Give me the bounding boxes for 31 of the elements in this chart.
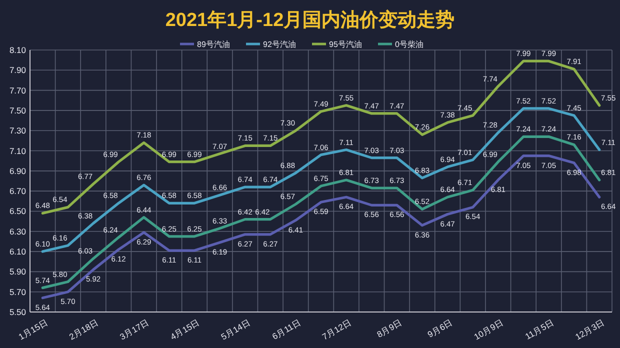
legend-label: 0号柴油 (395, 40, 424, 49)
x-tick-label: 8月9日 (375, 317, 404, 340)
legend-label: 95号汽油 (329, 40, 362, 49)
x-tick-label: 5月14日 (219, 317, 252, 342)
y-tick-label: 8.10 (9, 45, 26, 55)
y-tick-label: 6.30 (9, 226, 26, 236)
y-tick-label: 7.70 (9, 85, 26, 96)
x-tick-label: 6月11日 (270, 317, 303, 342)
y-tick-label: 7.50 (9, 105, 26, 116)
y-tick-label: 7.90 (9, 65, 26, 76)
y-tick-label: 7.10 (9, 146, 26, 156)
y-tick-label: 5.50 (9, 307, 26, 317)
x-tick-label: 1月15日 (16, 317, 50, 342)
y-tick-label: 6.90 (9, 166, 26, 176)
x-tick-label: 10月9日 (472, 317, 506, 342)
y-tick-label: 5.70 (9, 286, 26, 297)
x-tick-label: 7月12日 (320, 317, 354, 342)
x-tick-label: 11月5日 (523, 317, 556, 342)
y-tick-label: 6.50 (9, 206, 26, 216)
legend-label: 89号汽油 (197, 40, 230, 49)
legend-label: 92号汽油 (263, 40, 296, 49)
y-tick-label: 6.10 (9, 246, 26, 257)
y-tick-label: 7.30 (9, 126, 26, 136)
x-tick-label: 9月6日 (426, 317, 455, 340)
chart-title: 2021年1月-12月国内油价变动走势 (165, 9, 455, 31)
y-tick-label: 5.90 (9, 266, 26, 277)
x-tick-label: 3月17日 (118, 317, 151, 342)
y-tick-label: 6.70 (9, 186, 26, 196)
x-tick-label: 4月15日 (168, 317, 202, 342)
x-tick-label: 12月3日 (573, 317, 606, 342)
x-tick-label: 2月18日 (67, 317, 100, 342)
